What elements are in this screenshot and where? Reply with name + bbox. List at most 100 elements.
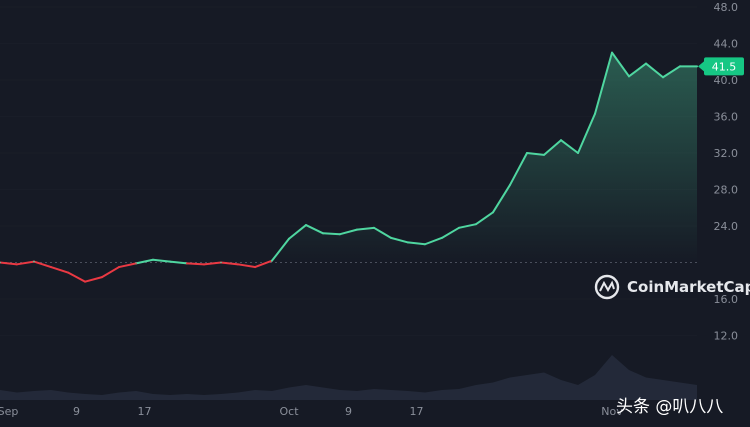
price-point: [526, 152, 528, 154]
price-point: [424, 243, 426, 246]
current-price-badge: 41.5: [698, 57, 744, 76]
price-segment: [220, 261, 239, 266]
price-segment: [186, 262, 205, 266]
price-segment: [475, 211, 494, 226]
price-segment: [492, 183, 511, 214]
y-tick-label: 48.0: [714, 1, 739, 14]
price-segment: [662, 65, 681, 79]
price-segment: [169, 260, 188, 265]
x-tick-label: Sep: [0, 405, 18, 418]
price-segment: [0, 261, 18, 266]
coinmarketcap-watermark: CoinMarketCap: [594, 274, 750, 300]
y-tick-label: 24.0: [714, 220, 739, 233]
price-point: [356, 228, 358, 231]
price-point: [237, 263, 239, 266]
price-segment: [339, 228, 358, 236]
price-segment: [67, 271, 86, 283]
y-axis-ticks: 48.0 44.0 40.0 36.0 32.0 28.0 24.0 16.0 12.0: [714, 1, 739, 343]
price-segment: [305, 224, 324, 235]
price-area-fill: [0, 52, 697, 263]
price-point: [254, 266, 256, 268]
price-segment: [237, 263, 256, 269]
price-segment: [152, 258, 171, 263]
source-badge: 头条 @叭八八: [616, 397, 723, 417]
price-segment: [628, 62, 647, 78]
x-tick-label: Oct: [279, 405, 299, 418]
price-point: [390, 237, 392, 239]
price-segment: [135, 258, 154, 265]
price-point: [645, 62, 647, 65]
coinmarketcap-logo-icon: [594, 274, 620, 300]
current-price-box: [704, 57, 744, 76]
gridlines: [0, 6, 697, 336]
price-point: [118, 266, 120, 268]
y-tick-label: 40.0: [714, 74, 739, 87]
price-point: [560, 139, 562, 142]
price-segment: [424, 236, 443, 246]
price-point: [373, 227, 375, 229]
price-segment: [101, 266, 120, 279]
price-segment: [509, 152, 528, 186]
x-tick-label: 9: [73, 405, 80, 418]
price-point: [509, 184, 511, 186]
price-segment: [50, 266, 69, 274]
price-point: [101, 276, 103, 278]
x-tick-label: Nov: [601, 405, 623, 418]
price-segment: [254, 259, 273, 269]
area-shape: [0, 52, 697, 263]
coinmarketcap-logo-wave: [599, 280, 615, 293]
price-segment: [526, 152, 545, 156]
volume-shape: [0, 355, 697, 400]
x-axis-ticks: Sep 9 17 Oct 9 17 Nov: [0, 405, 623, 418]
price-point: [220, 261, 222, 264]
price-point: [339, 233, 341, 236]
price-segment: [407, 241, 426, 246]
price-point: [67, 271, 69, 274]
price-point: [186, 262, 188, 265]
price-point: [475, 223, 477, 225]
price-segment: [16, 260, 35, 266]
price-segment: [390, 236, 409, 244]
price-point: [84, 280, 86, 283]
price-point: [407, 241, 409, 244]
y-tick-label: 12.0: [714, 330, 739, 343]
price-point: [0, 261, 1, 264]
price-point: [628, 75, 630, 78]
price-point: [33, 260, 35, 263]
price-point: [271, 259, 273, 262]
price-point: [458, 227, 460, 229]
y-tick-label: 16.0: [714, 293, 739, 306]
price-point: [305, 224, 307, 226]
price-point: [492, 211, 494, 214]
price-point: [135, 262, 137, 265]
price-point: [543, 154, 545, 156]
current-price-label: 41.5: [712, 60, 737, 73]
price-point: [322, 232, 324, 235]
price-segment: [84, 276, 103, 283]
price-point: [50, 266, 52, 268]
price-segment: [373, 226, 392, 239]
price-point: [696, 65, 698, 68]
current-price-arrow: [698, 61, 704, 72]
price-segment: [288, 224, 307, 240]
price-point: [662, 76, 664, 79]
price-segment: [118, 262, 137, 269]
price-point: [441, 237, 443, 239]
price-segment: [203, 261, 222, 266]
price-segment: [322, 232, 341, 236]
price-point: [679, 65, 681, 68]
price-segment: [271, 237, 290, 262]
price-segment: [441, 226, 460, 239]
price-point: [577, 152, 579, 154]
price-segment: [458, 223, 477, 229]
x-tick-label: 17: [138, 405, 152, 418]
price-point: [16, 263, 18, 266]
price-segment: [560, 139, 579, 154]
volume-area: [0, 355, 697, 400]
x-tick-label: 9: [345, 405, 352, 418]
y-tick-label: 28.0: [714, 184, 739, 197]
price-segment: [543, 139, 562, 156]
price-point: [169, 260, 171, 263]
price-point: [611, 51, 613, 54]
